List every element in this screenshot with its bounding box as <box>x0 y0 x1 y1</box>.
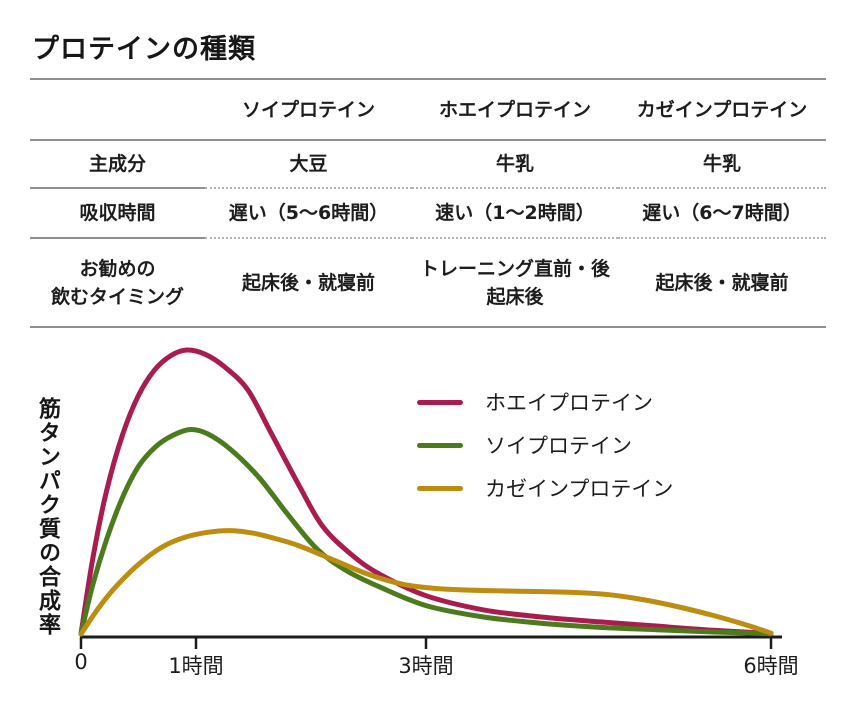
cell-main-ingredient-whey: 牛乳 <box>412 141 618 189</box>
legend-swatch <box>417 485 463 491</box>
legend-item: ソイプロテイン <box>417 432 673 458</box>
col-header-whey: ホエイプロテイン <box>412 80 618 141</box>
legend-item: ホエイプロテイン <box>417 389 673 415</box>
legend-label: ホエイプロテイン <box>485 391 653 415</box>
x-tick-label: 6時間 <box>743 654 799 678</box>
protein-table: ソイプロテイン ホエイプロテイン カゼインプロテイン 主成分 大豆 牛乳 牛乳 … <box>30 78 826 328</box>
cell-timing-casein: 起床後・就寝前 <box>655 271 789 294</box>
y-axis-label: 筋タンパク質の合成率 <box>35 397 60 637</box>
legend-label: ソイプロテイン <box>485 434 632 458</box>
cell-main-ingredient-soy: 大豆 <box>205 141 412 189</box>
row-label-timing-line1: お勧めの <box>79 257 156 280</box>
curve-カゼインプロテイン <box>78 528 774 637</box>
col-header-soy: ソイプロテイン <box>205 80 412 141</box>
cell-timing-whey-line1: トレーニング直前・後 <box>419 257 610 280</box>
curve-ソイプロテイン <box>78 426 774 637</box>
cell-absorption-casein: 遅い（6〜7時間） <box>618 189 826 239</box>
legend-swatch <box>417 399 463 405</box>
x-tick-label: 3時間 <box>398 654 454 678</box>
row-label-timing: お勧めの 飲むタイミング <box>30 239 205 326</box>
row-label-timing-line2: 飲むタイミング <box>50 285 184 308</box>
x-tick-label: 0 <box>74 650 88 674</box>
x-tick-label: 1時間 <box>168 654 224 678</box>
cell-absorption-whey: 速い（1〜2時間） <box>412 189 618 239</box>
legend-label: カゼインプロテイン <box>485 477 674 501</box>
chart-legend: ホエイプロテイン ソイプロテインカゼインプロテイン <box>417 389 673 518</box>
cell-timing-whey-line2: 起床後 <box>486 285 544 308</box>
row-label-absorption-time: 吸収時間 <box>30 189 205 239</box>
cell-timing-soy: 起床後・就寝前 <box>241 271 375 294</box>
table-corner-cell <box>30 80 205 141</box>
cell-timing-whey: トレーニング直前・後 起床後 <box>412 239 618 326</box>
legend-item: カゼインプロテイン <box>417 475 673 501</box>
page-title: プロテインの種類 <box>32 34 256 65</box>
legend-swatch <box>417 442 463 448</box>
cell-absorption-soy: 遅い（5〜6時間） <box>205 189 412 239</box>
row-label-main-ingredient: 主成分 <box>30 141 205 189</box>
curve-ホエイプロテイン <box>78 347 774 637</box>
cell-main-ingredient-casein: 牛乳 <box>618 141 826 189</box>
col-header-casein: カゼインプロテイン <box>618 80 826 141</box>
